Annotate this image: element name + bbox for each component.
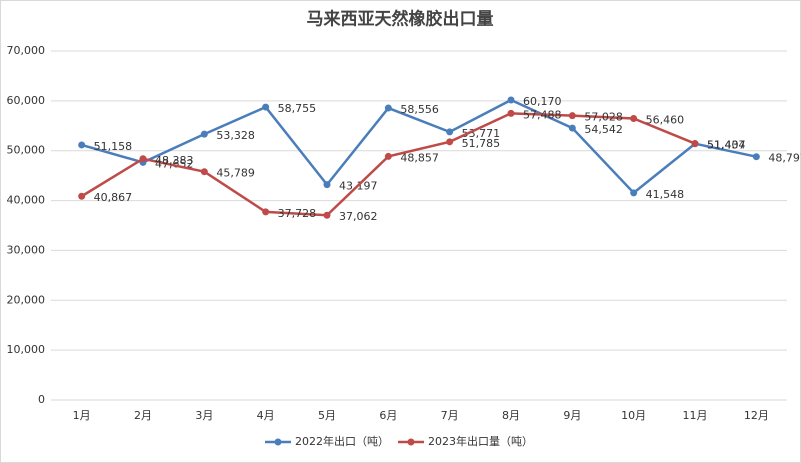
data-label: 37,728 [278, 207, 317, 220]
x-tick-label: 5月 [318, 409, 336, 422]
data-label: 51,158 [94, 140, 132, 153]
data-label: 48,797 [768, 152, 801, 165]
series-line [81, 98, 757, 195]
data-label: 48,857 [400, 151, 439, 164]
y-tick-label: 70,000 [7, 44, 46, 57]
data-label: 40,867 [94, 191, 132, 204]
data-label: 51,437 [707, 139, 746, 152]
data-label: 51,785 [462, 137, 501, 150]
x-tick-label: 7月 [441, 409, 459, 422]
y-tick-label: 50,000 [7, 144, 46, 157]
y-tick-label: 60,000 [7, 94, 46, 107]
data-point [630, 189, 638, 197]
data-label: 54,542 [584, 123, 623, 136]
legend-label: 2022年出口（吨） [295, 434, 389, 448]
data-label: 53,771 [462, 127, 501, 140]
data-point [384, 152, 392, 160]
data-label: 57,028 [584, 111, 623, 124]
data-point [323, 181, 331, 189]
x-tick-label: 3月 [195, 409, 213, 422]
x-tick-label: 4月 [257, 409, 275, 422]
data-point [78, 141, 86, 149]
data-label: 41,548 [646, 188, 685, 201]
data-point [262, 208, 270, 216]
data-point [446, 128, 454, 136]
legend-marker [274, 438, 282, 446]
data-point [200, 130, 208, 138]
data-point [630, 115, 638, 123]
data-point [200, 168, 208, 176]
data-label: 58,556 [400, 103, 439, 116]
data-label: 58,755 [278, 102, 317, 115]
y-tick-label: 20,000 [7, 293, 46, 306]
x-tick-label: 8月 [502, 409, 520, 422]
data-label: 57,488 [523, 108, 562, 121]
data-point [568, 124, 576, 132]
data-point [262, 103, 270, 111]
x-tick-label: 6月 [379, 409, 397, 422]
chart-title: 马来西亚天然橡胶出口量 [307, 9, 494, 30]
x-tick-label: 1月 [73, 409, 91, 422]
data-label: 56,460 [646, 114, 685, 127]
data-point [752, 153, 760, 161]
data-point [139, 155, 147, 163]
x-tick-label: 9月 [563, 409, 581, 422]
data-label: 53,328 [216, 129, 255, 142]
y-tick-label: 40,000 [7, 194, 46, 207]
y-tick-label: 10,000 [7, 343, 46, 356]
data-point [507, 96, 515, 104]
data-point [691, 140, 699, 148]
y-tick-label: 0 [38, 393, 45, 406]
x-tick-label: 11月 [683, 409, 708, 422]
x-tick-label: 10月 [621, 409, 646, 422]
data-label: 48,383 [155, 154, 194, 167]
data-point [507, 109, 515, 117]
legend-marker [407, 438, 415, 446]
data-label: 60,170 [523, 95, 562, 108]
data-point [384, 104, 392, 112]
data-label: 37,062 [339, 210, 378, 223]
data-point [568, 112, 576, 120]
x-tick-label: 2月 [134, 409, 152, 422]
data-label: 45,789 [216, 167, 255, 180]
y-tick-label: 30,000 [7, 243, 46, 256]
data-point [323, 211, 331, 219]
x-tick-label: 12月 [744, 409, 769, 422]
data-label: 51,404 [707, 139, 746, 152]
legend-label: 2023年出口量（吨） [428, 434, 533, 448]
data-point [78, 192, 86, 200]
data-point [446, 138, 454, 146]
